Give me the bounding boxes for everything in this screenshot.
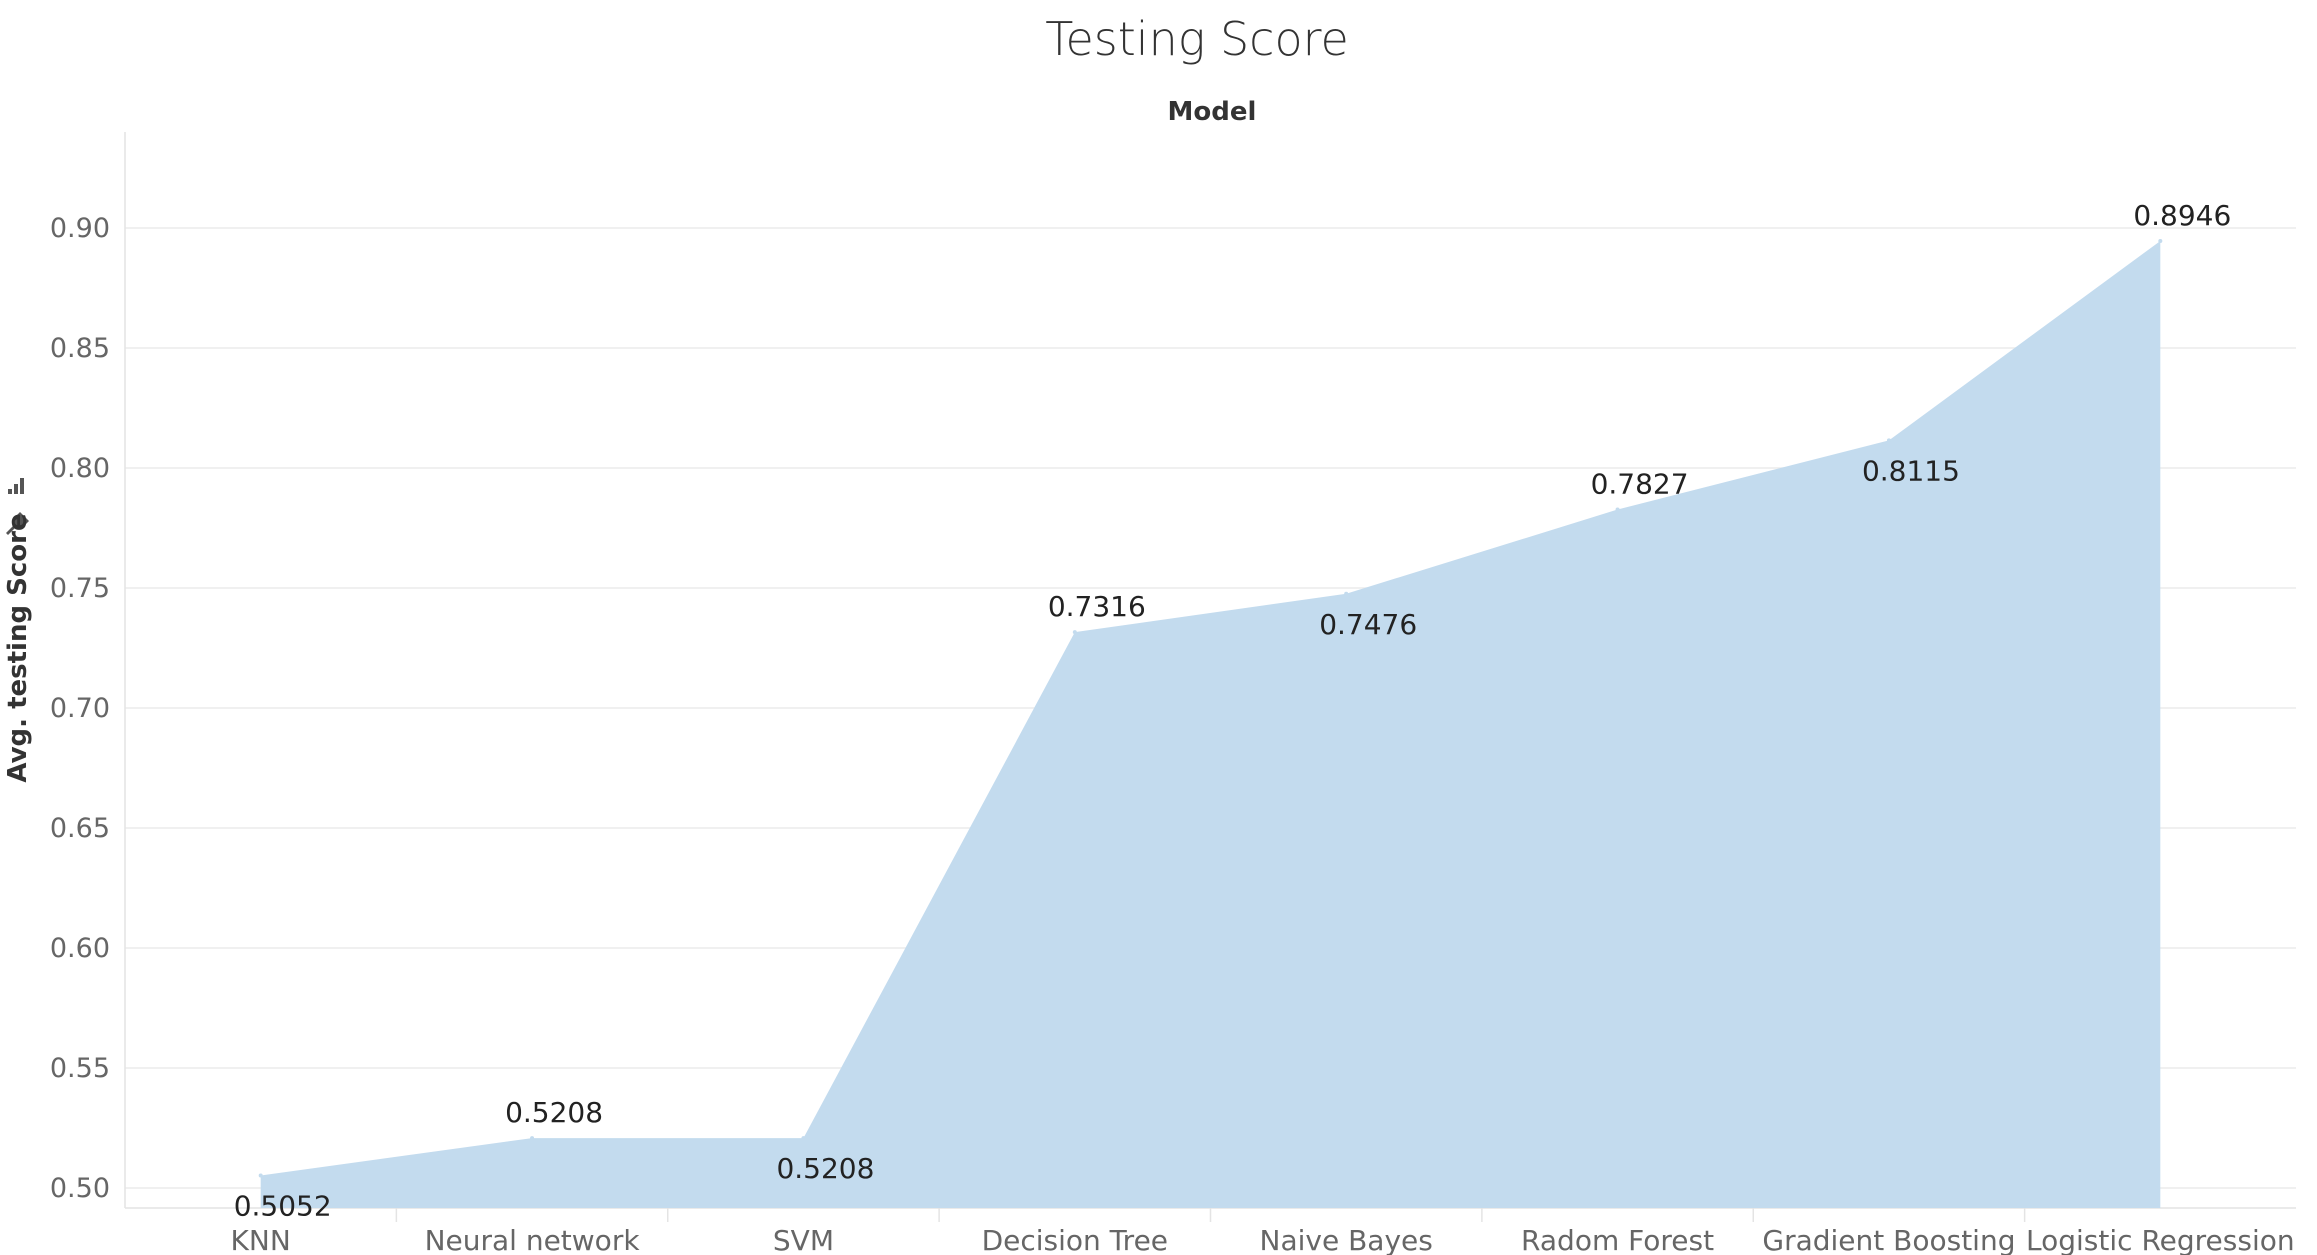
- data-label: 0.8115: [1862, 454, 1960, 487]
- sort-bars-icon[interactable]: [8, 478, 24, 494]
- area-series: [258, 238, 2163, 1208]
- data-label: 0.5208: [505, 1096, 603, 1129]
- y-tick-label: 0.70: [50, 693, 110, 724]
- data-point[interactable]: [258, 1173, 263, 1178]
- x-tick-label: SVM: [773, 1224, 834, 1255]
- data-label: 0.8946: [2133, 199, 2231, 232]
- data-point[interactable]: [801, 1136, 806, 1141]
- x-tick-label: Radom Forest: [1521, 1224, 1714, 1255]
- data-label: 0.7316: [1048, 590, 1146, 623]
- data-point[interactable]: [1615, 507, 1620, 512]
- x-tick-label: Logistic Regression: [2026, 1224, 2295, 1255]
- x-tick-label: Gradient Boosting: [1762, 1224, 2015, 1255]
- data-point[interactable]: [530, 1136, 535, 1141]
- y-tick-label: 0.65: [50, 813, 110, 844]
- y-tick-label: 0.75: [50, 573, 110, 604]
- column-header: Model: [1168, 97, 1257, 127]
- data-labels: 0.5052 0.5208 0.5208 0.7316 0.7476 0.7827 0.81…: [234, 199, 2232, 1223]
- y-axis-label: Avg. testing Score: [3, 513, 33, 782]
- data-point[interactable]: [2158, 238, 2163, 243]
- data-label: 0.7476: [1319, 608, 1417, 641]
- y-tick-label: 0.90: [50, 213, 110, 244]
- y-tick-label: 0.60: [50, 933, 110, 964]
- chart-title: Testing Score: [1045, 12, 1349, 66]
- y-tick-label: 0.80: [50, 453, 110, 484]
- pin-icon[interactable]: [6, 512, 29, 535]
- data-label: 0.5208: [776, 1152, 874, 1185]
- y-axis-ticks: 0.50 0.55 0.60 0.65 0.70 0.75 0.80 0.85 0.90: [50, 213, 110, 1204]
- data-point[interactable]: [1344, 591, 1349, 596]
- data-point[interactable]: [1886, 438, 1891, 443]
- y-tick-label: 0.50: [50, 1173, 110, 1204]
- x-tick-label: KNN: [231, 1224, 291, 1255]
- y-tick-label: 0.55: [50, 1053, 110, 1084]
- x-tick-label: Neural network: [425, 1224, 641, 1255]
- axis-pin-icons[interactable]: [6, 478, 29, 535]
- data-point[interactable]: [1072, 630, 1077, 635]
- x-tick-label: Decision Tree: [982, 1224, 1168, 1255]
- x-tick-label: Naive Bayes: [1260, 1224, 1433, 1255]
- data-label: 0.7827: [1591, 468, 1689, 501]
- data-label: 0.5052: [234, 1190, 332, 1223]
- y-tick-label: 0.85: [50, 333, 110, 364]
- x-axis-ticks: KNN Neural network SVM Decision Tree Naive B…: [231, 1224, 2295, 1255]
- area-fill: [260, 240, 2161, 1208]
